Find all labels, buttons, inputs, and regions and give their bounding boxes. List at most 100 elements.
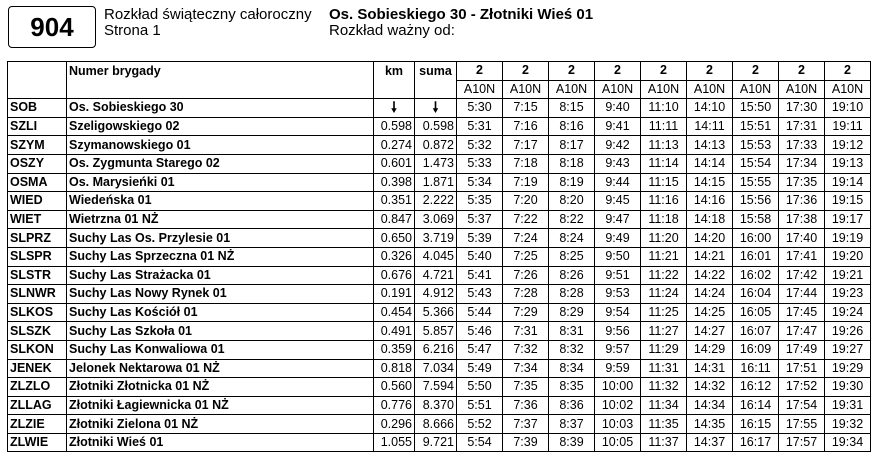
departure-time: 8:26	[548, 265, 595, 286]
departure-time: 19:21	[824, 265, 871, 286]
schedule-type: Rozkład świąteczny całoroczny	[104, 6, 312, 23]
stop-code: SLNWR	[7, 284, 67, 304]
departure-time: 16:01	[732, 246, 779, 267]
departure-time: 14:11	[686, 116, 733, 137]
departure-time: 10:05	[594, 432, 641, 453]
departure-time: 16:15	[732, 414, 779, 434]
departure-time: 8:15	[548, 98, 595, 118]
departure-time: 14:22	[686, 265, 733, 286]
departure-time: 19:20	[824, 246, 871, 267]
variant-code: A10N	[686, 79, 733, 100]
stop-name: Suchy Las Kościół 01	[66, 302, 374, 323]
departure-time: 8:37	[548, 414, 595, 434]
departure-time: 14:15	[686, 172, 733, 193]
stop-distance-km: 0.398	[373, 172, 415, 193]
departure-time: 8:25	[548, 246, 595, 267]
departure-time: 7:32	[502, 339, 549, 360]
variant-code: A10N	[548, 79, 595, 100]
departure-time: 17:30	[778, 98, 825, 118]
departure-time: 15:56	[732, 191, 779, 211]
stop-distance-km: 0.818	[373, 358, 415, 379]
stop-row: JENEK Jelonek Nektarowa 01 NŻ 0.818 7.034 5:…	[7, 358, 871, 379]
departure-time: 11:15	[640, 172, 687, 193]
departure-time: 14:18	[686, 209, 733, 230]
departure-time: 8:39	[548, 432, 595, 453]
stop-code: SLKON	[7, 339, 67, 360]
stop-name: Suchy Las Nowy Rynek 01	[66, 284, 374, 304]
stop-row: SLKON Suchy Las Konwaliowa 01 0.359 6.216 5:…	[7, 339, 871, 360]
departure-time: 19:24	[824, 302, 871, 323]
departure-time: 8:28	[548, 284, 595, 304]
departure-time: 11:22	[640, 265, 687, 286]
stop-name: Jelonek Nektarowa 01 NŻ	[66, 358, 374, 379]
stop-code: ZLZLO	[7, 377, 67, 397]
departure-time: 10:02	[594, 395, 641, 416]
stop-name: Suchy Las Os. Przylesie 01	[66, 228, 374, 248]
stop-name: Złotniki Zielona 01 NŻ	[66, 414, 374, 434]
stop-distance-km: 0.601	[373, 153, 415, 174]
stop-distance-km: 0.676	[373, 265, 415, 286]
brigade-number: 2	[456, 61, 503, 81]
stop-code: OSMA	[7, 172, 67, 193]
stop-row: OSMA Os. Marysieńki 01 0.398 1.871 5:34 7:19 8…	[7, 172, 871, 193]
departure-time: 8:17	[548, 135, 595, 155]
brigade-number: 2	[824, 61, 871, 81]
departure-time: 5:46	[456, 321, 503, 341]
stop-row: ZLWIE Złotniki Wieś 01 1.055 9.721 5:54 7:39 8…	[7, 432, 871, 453]
stop-row: SLNWR Suchy Las Nowy Rynek 01 0.191 4.912 5:…	[7, 284, 871, 304]
stop-name: Szymanowskiego 01	[66, 135, 374, 155]
stop-row: ZLZIE Złotniki Zielona 01 NŻ 0.296 8.666 5:5…	[7, 414, 871, 434]
departure-time: 8:20	[548, 191, 595, 211]
departure-time: 11:27	[640, 321, 687, 341]
stop-distance-sum: 6.216	[414, 339, 457, 360]
stop-distance-km: 0.274	[373, 135, 415, 155]
departure-time: 14:13	[686, 135, 733, 155]
departure-time: 11:11	[640, 116, 687, 137]
departure-time: 11:20	[640, 228, 687, 248]
departure-time: 19:15	[824, 191, 871, 211]
departure-time: 9:44	[594, 172, 641, 193]
departure-time: 17:34	[778, 153, 825, 174]
stop-distance-km: 1.055	[373, 432, 415, 453]
departure-time: 17:42	[778, 265, 825, 286]
stop-row: OSZY Os. Zygmunta Starego 02 0.601 1.473 5:3…	[7, 153, 871, 174]
stop-code: JENEK	[7, 358, 67, 379]
departure-time: 7:36	[502, 395, 549, 416]
stop-name: Złotniki Wieś 01	[66, 432, 374, 453]
stop-code: SOB	[7, 98, 67, 118]
stop-code: OSZY	[7, 153, 67, 174]
departure-time: 15:55	[732, 172, 779, 193]
departure-time: 17:47	[778, 321, 825, 341]
stop-name: Os. Marysieńki 01	[66, 172, 374, 193]
stop-code: SLSTR	[7, 265, 67, 286]
departure-time: 15:51	[732, 116, 779, 137]
departure-time: 8:16	[548, 116, 595, 137]
header-km: km	[373, 61, 415, 81]
departure-time: 5:54	[456, 432, 503, 453]
stop-distance-sum: 8.370	[414, 395, 457, 416]
departure-time: 11:18	[640, 209, 687, 230]
departure-time: 11:25	[640, 302, 687, 323]
departure-time: 5:32	[456, 135, 503, 155]
departure-time: 16:14	[732, 395, 779, 416]
stop-row: SLKOS Suchy Las Kościół 01 0.454 5.366 5:44 7…	[7, 302, 871, 323]
stop-name: Wietrzna 01 NŻ	[66, 209, 374, 230]
stop-code: WIET	[7, 209, 67, 230]
departure-time: 9:40	[594, 98, 641, 118]
departure-time: 19:17	[824, 209, 871, 230]
stop-code: SLPRZ	[7, 228, 67, 248]
departure-time: 7:29	[502, 302, 549, 323]
stop-distance-sum: 0.872	[414, 135, 457, 155]
variant-header-row: A10N A10N A10N A10N A10N A10N A10N A10N …	[7, 79, 871, 100]
departure-time: 9:50	[594, 246, 641, 267]
brigade-number: 2	[548, 61, 595, 81]
departure-time: 14:21	[686, 246, 733, 267]
brigade-number: 2	[502, 61, 549, 81]
departure-time: 9:43	[594, 153, 641, 174]
departure-time: 9:59	[594, 358, 641, 379]
departure-time: 5:40	[456, 246, 503, 267]
departure-time: 16:11	[732, 358, 779, 379]
stop-distance-sum: 5.857	[414, 321, 457, 341]
stop-row-first: SOB Os. Sobieskiego 30 🠗 🠗 5:30 7:15 8:1…	[7, 98, 871, 118]
stop-row: SLSPR Suchy Las Sprzeczna 01 NŻ 0.326 4.045…	[7, 246, 871, 267]
